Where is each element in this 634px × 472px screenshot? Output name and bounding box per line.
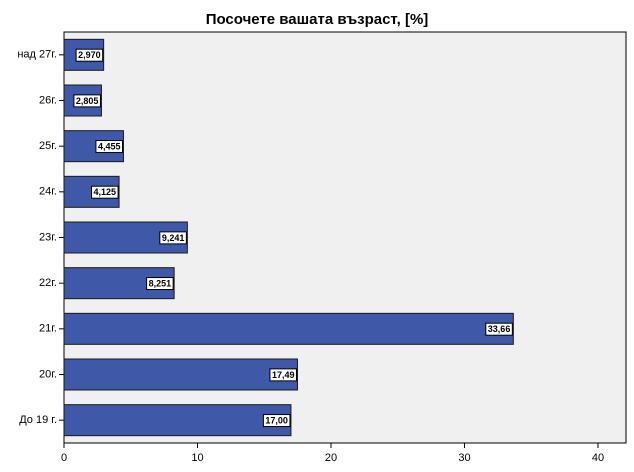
y-tick-label: 22г. [39, 277, 57, 289]
value-label: 2,970 [78, 50, 101, 60]
value-label: 4,455 [98, 142, 121, 152]
x-tick-label: 10 [191, 452, 203, 464]
bar [63, 404, 292, 437]
value-label-box [262, 414, 291, 428]
bar [63, 358, 298, 391]
value-label-box [91, 185, 119, 199]
x-tick-label: 20 [325, 452, 337, 464]
value-label: 33,66 [488, 324, 511, 334]
y-tick-label: 20г. [39, 368, 57, 380]
value-label-box [75, 48, 104, 62]
x-tick-label: 30 [458, 452, 470, 464]
y-tick-label: над 27г. [17, 49, 57, 61]
value-label-box [95, 140, 123, 154]
chart-title: Посочете вашата възраст, [%] [206, 11, 429, 28]
x-tick-label: 40 [592, 452, 604, 464]
value-label-box [485, 322, 513, 336]
x-tick-label: 0 [61, 452, 67, 464]
bar [63, 312, 514, 345]
y-tick-label: 25г. [39, 140, 57, 152]
y-tick-label: 21г. [39, 323, 57, 335]
value-label-box [159, 231, 187, 245]
value-label-box [73, 94, 101, 108]
value-label: 17,49 [272, 370, 295, 380]
y-tick-label: До 19 г. [19, 414, 57, 426]
value-label: 4,125 [94, 187, 117, 197]
value-label: 9,241 [162, 233, 185, 243]
value-label-box [146, 277, 174, 291]
value-label: 17,00 [265, 416, 288, 426]
value-label-box [269, 368, 297, 382]
y-tick-label: 24г. [39, 186, 57, 198]
y-tick-label: 26г. [39, 94, 57, 106]
y-tick-label: 23г. [39, 231, 57, 243]
value-label: 8,251 [149, 279, 172, 289]
value-label: 2,805 [76, 96, 99, 106]
